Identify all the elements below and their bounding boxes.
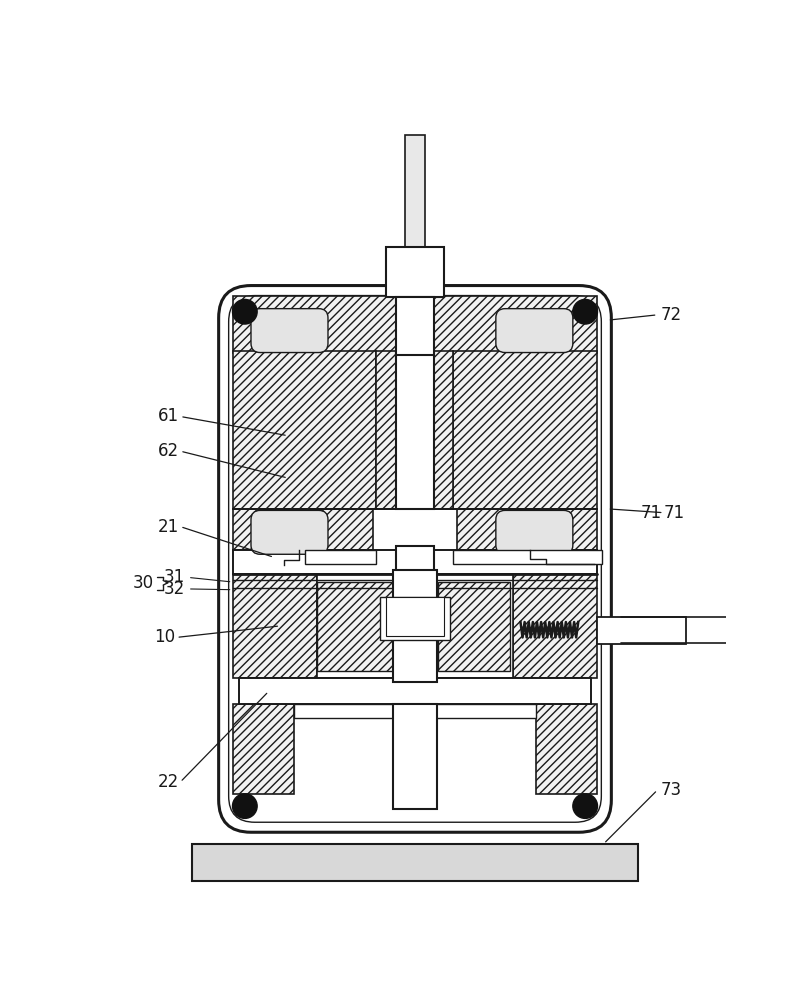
FancyBboxPatch shape bbox=[218, 286, 612, 832]
Bar bbox=[192, 844, 638, 881]
Bar bbox=[396, 296, 434, 353]
Bar bbox=[386, 597, 444, 636]
Circle shape bbox=[232, 794, 257, 818]
Bar bbox=[386, 247, 444, 297]
FancyBboxPatch shape bbox=[496, 309, 573, 353]
FancyBboxPatch shape bbox=[251, 510, 328, 554]
Bar bbox=[376, 351, 454, 509]
Bar bbox=[396, 351, 434, 509]
Bar bbox=[536, 704, 598, 794]
Text: 61: 61 bbox=[158, 407, 179, 425]
FancyBboxPatch shape bbox=[496, 510, 573, 554]
Text: 22: 22 bbox=[158, 773, 179, 791]
Bar bbox=[393, 570, 437, 682]
Text: 21: 21 bbox=[158, 518, 179, 536]
Bar bbox=[393, 704, 437, 809]
Bar bbox=[454, 351, 598, 509]
Circle shape bbox=[232, 299, 257, 324]
Bar bbox=[317, 574, 513, 678]
Bar bbox=[232, 574, 317, 678]
Text: 71: 71 bbox=[641, 504, 663, 522]
Circle shape bbox=[573, 794, 598, 818]
Bar bbox=[396, 546, 434, 578]
Bar bbox=[232, 704, 294, 794]
Bar bbox=[380, 597, 450, 640]
Bar bbox=[396, 297, 434, 355]
Bar bbox=[294, 704, 536, 718]
Bar bbox=[598, 617, 686, 644]
Bar bbox=[239, 678, 591, 704]
Bar bbox=[513, 574, 598, 678]
Text: 30: 30 bbox=[133, 574, 154, 592]
Bar bbox=[232, 296, 598, 353]
Bar bbox=[438, 582, 510, 671]
Bar bbox=[232, 509, 373, 550]
Text: 72: 72 bbox=[661, 306, 682, 324]
FancyBboxPatch shape bbox=[229, 296, 601, 822]
Text: 62: 62 bbox=[158, 442, 179, 460]
Bar bbox=[454, 550, 602, 564]
Text: 10: 10 bbox=[154, 628, 175, 646]
FancyBboxPatch shape bbox=[251, 309, 328, 353]
Bar bbox=[317, 582, 394, 671]
Bar bbox=[232, 550, 598, 574]
Bar bbox=[405, 135, 425, 247]
Text: 31: 31 bbox=[163, 568, 184, 586]
Bar bbox=[305, 550, 376, 564]
Text: 71: 71 bbox=[663, 504, 685, 522]
Bar bbox=[232, 351, 376, 509]
Text: 32: 32 bbox=[163, 580, 184, 598]
Bar bbox=[457, 509, 598, 550]
Circle shape bbox=[573, 299, 598, 324]
Text: 73: 73 bbox=[661, 781, 682, 799]
